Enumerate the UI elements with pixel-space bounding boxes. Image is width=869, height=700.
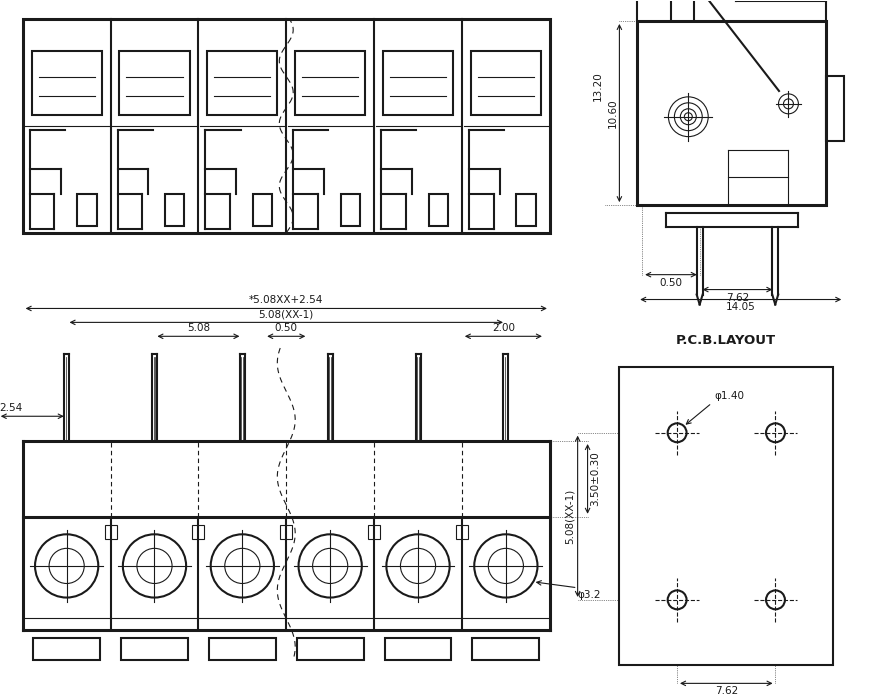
Text: *5.08XX+2.54: *5.08XX+2.54 bbox=[249, 295, 323, 305]
Bar bbox=[296, 638, 363, 659]
Bar bbox=[121, 638, 188, 659]
Text: 5.08(XX-1): 5.08(XX-1) bbox=[258, 309, 314, 319]
Bar bbox=[368, 525, 380, 538]
Text: 3.50±0.30: 3.50±0.30 bbox=[590, 452, 600, 506]
Text: 2.00: 2.00 bbox=[491, 323, 514, 333]
Text: 0.50: 0.50 bbox=[659, 278, 681, 288]
Bar bbox=[455, 525, 468, 538]
Text: 14.05: 14.05 bbox=[725, 302, 755, 312]
Text: 2.54: 2.54 bbox=[0, 403, 23, 413]
Bar bbox=[104, 525, 116, 538]
Bar bbox=[31, 51, 102, 116]
Bar bbox=[341, 195, 360, 227]
Bar bbox=[516, 195, 535, 227]
Bar bbox=[119, 51, 189, 116]
Text: 7.62: 7.62 bbox=[713, 687, 737, 696]
Bar bbox=[637, 21, 826, 205]
Bar bbox=[23, 19, 549, 233]
Text: 7.62: 7.62 bbox=[725, 293, 748, 302]
Text: 5.08(XX-1): 5.08(XX-1) bbox=[564, 489, 574, 544]
Bar bbox=[826, 76, 843, 141]
Text: P.C.B.LAYOUT: P.C.B.LAYOUT bbox=[675, 334, 775, 347]
Bar bbox=[207, 51, 277, 116]
Bar bbox=[280, 525, 292, 538]
Text: φ1.40: φ1.40 bbox=[713, 391, 743, 401]
Bar bbox=[382, 51, 453, 116]
Text: φ3.2: φ3.2 bbox=[577, 590, 600, 600]
Bar bbox=[165, 195, 184, 227]
Bar bbox=[384, 638, 451, 659]
Bar bbox=[472, 638, 539, 659]
Text: 10.60: 10.60 bbox=[607, 98, 617, 128]
Text: 5.08: 5.08 bbox=[187, 323, 209, 333]
Bar bbox=[33, 638, 100, 659]
Bar bbox=[209, 638, 275, 659]
Bar bbox=[295, 51, 365, 116]
Bar bbox=[253, 195, 272, 227]
Text: 13.20: 13.20 bbox=[592, 71, 602, 101]
Text: 0.50: 0.50 bbox=[275, 323, 297, 333]
Bar bbox=[428, 195, 448, 227]
Bar bbox=[192, 525, 204, 538]
Bar bbox=[470, 51, 541, 116]
Bar bbox=[77, 195, 96, 227]
Bar bbox=[619, 367, 833, 666]
